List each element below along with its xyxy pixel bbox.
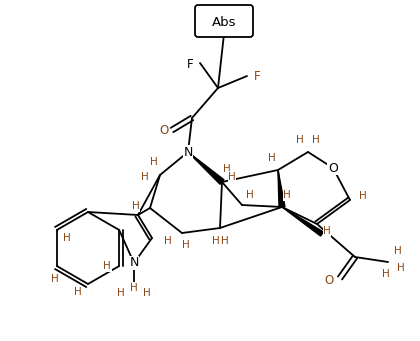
Text: O: O	[159, 123, 168, 136]
Text: N: N	[183, 146, 193, 159]
Polygon shape	[282, 207, 323, 236]
Polygon shape	[188, 152, 224, 184]
Text: O: O	[324, 273, 333, 286]
Text: H: H	[141, 172, 149, 182]
Text: H: H	[323, 226, 331, 236]
Text: H: H	[212, 236, 220, 246]
Text: H: H	[150, 157, 158, 167]
Text: H: H	[143, 288, 151, 298]
Text: H: H	[397, 263, 405, 273]
Text: H: H	[63, 233, 71, 243]
Text: N: N	[129, 256, 139, 269]
Text: H: H	[221, 236, 229, 246]
Text: H: H	[182, 240, 190, 250]
Text: H: H	[74, 287, 82, 297]
Text: H: H	[246, 190, 254, 200]
Text: O: O	[328, 162, 338, 175]
Text: H: H	[103, 261, 111, 271]
Text: H: H	[132, 201, 140, 211]
FancyBboxPatch shape	[195, 5, 253, 37]
Text: H: H	[103, 261, 111, 271]
Text: H: H	[359, 191, 367, 201]
Text: H: H	[382, 269, 390, 279]
Text: H: H	[283, 190, 291, 200]
Text: H: H	[51, 274, 59, 284]
Polygon shape	[278, 170, 285, 207]
Text: H: H	[223, 164, 231, 174]
Text: H: H	[228, 172, 236, 182]
Text: H: H	[164, 236, 172, 246]
Text: H: H	[268, 153, 276, 163]
Text: H: H	[312, 135, 320, 145]
Text: H: H	[117, 288, 125, 298]
Text: F: F	[186, 58, 193, 71]
Text: H: H	[63, 233, 71, 243]
Text: F: F	[254, 70, 260, 83]
Text: H: H	[74, 287, 82, 297]
Text: H: H	[51, 274, 59, 284]
Text: H: H	[130, 283, 138, 293]
Text: H: H	[394, 246, 402, 256]
Text: Abs: Abs	[212, 15, 236, 29]
Text: H: H	[296, 135, 304, 145]
